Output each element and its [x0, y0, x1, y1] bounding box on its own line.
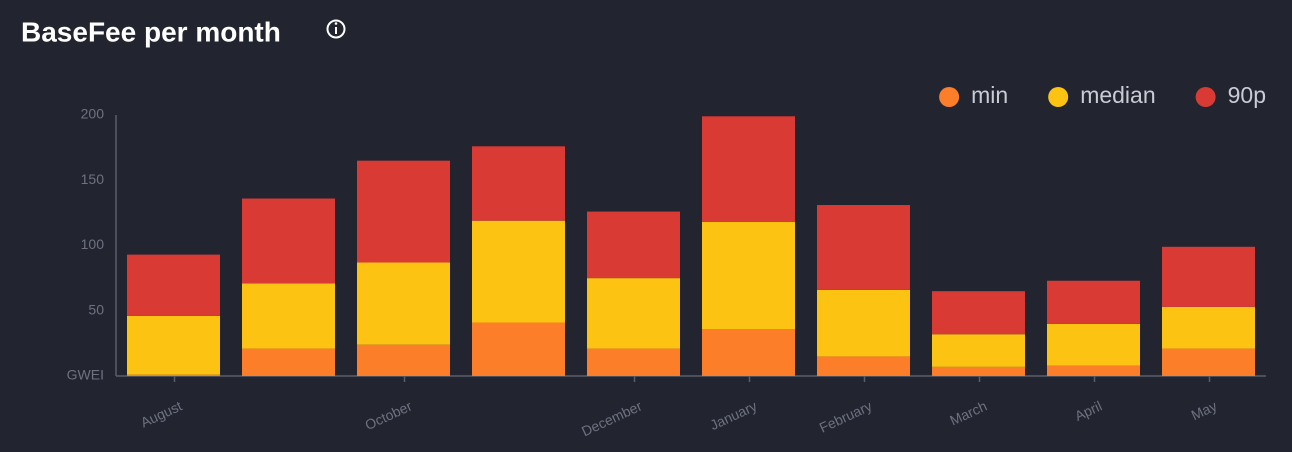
bar-segment	[817, 289, 910, 357]
bar-segment	[587, 278, 680, 349]
bar-segment	[1047, 323, 1140, 366]
bar-segment	[932, 334, 1025, 367]
bar-segment	[242, 283, 335, 349]
bar-segment	[702, 329, 795, 376]
bar-segment	[1162, 246, 1255, 307]
bar-segment	[702, 116, 795, 223]
chart-title: BaseFee per month	[21, 16, 281, 47]
legend-marker	[1195, 87, 1216, 107]
legend-marker	[939, 87, 960, 107]
bar-segment	[357, 160, 450, 263]
legend-label: median	[1080, 82, 1155, 108]
bar-segment	[242, 348, 335, 376]
y-tick-label: GWEI	[67, 367, 104, 383]
bar-segment	[127, 254, 220, 316]
bar-segment	[932, 291, 1025, 335]
legend-label: 90p	[1228, 82, 1266, 108]
bar-segment	[242, 198, 335, 284]
y-tick-label: 100	[81, 236, 105, 252]
y-tick-label: 50	[88, 301, 104, 317]
bar-segment	[1047, 280, 1140, 324]
bar-segment	[472, 322, 565, 376]
bar-segment	[127, 315, 220, 375]
bar-segment	[127, 374, 220, 376]
y-tick-label: 150	[81, 171, 105, 187]
bar-segment	[587, 211, 680, 279]
bar-segment	[1162, 306, 1255, 349]
bar-segment	[817, 205, 910, 290]
legend-label: min	[971, 82, 1008, 108]
y-tick-label: 200	[81, 106, 105, 122]
bar-segment	[472, 220, 565, 323]
bar-segment	[932, 366, 1025, 376]
bar-segment	[1162, 348, 1255, 376]
bar-segment	[587, 348, 680, 376]
legend-marker	[1048, 87, 1069, 107]
bar-segment	[357, 262, 450, 345]
bar-segment	[472, 146, 565, 221]
bar-segment	[1047, 365, 1140, 376]
info-icon[interactable]	[326, 19, 346, 39]
bar-segment	[357, 344, 450, 376]
bar-segment	[702, 222, 795, 330]
bar-segment	[817, 356, 910, 376]
